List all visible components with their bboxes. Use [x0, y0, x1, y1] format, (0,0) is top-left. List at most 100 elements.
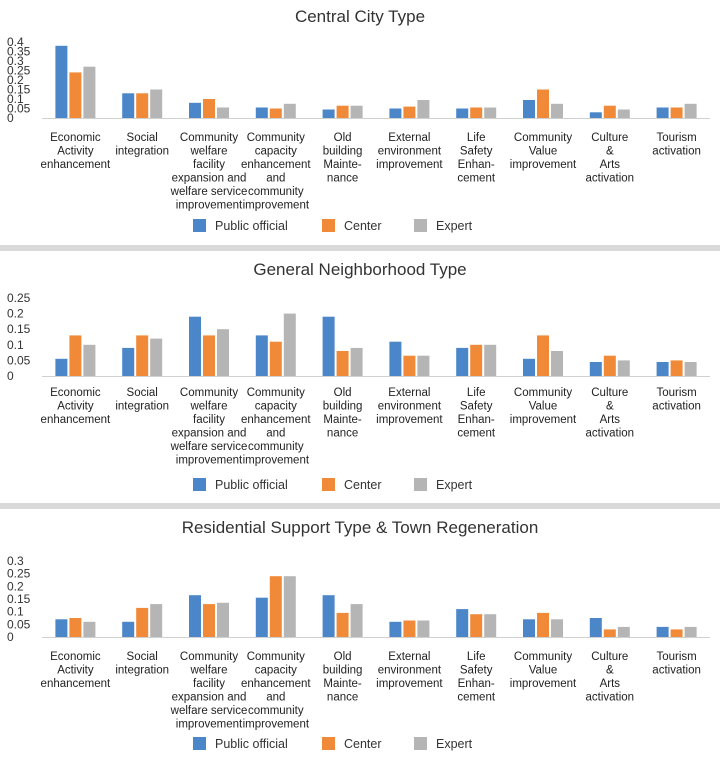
bar-center-3: [203, 335, 215, 376]
bar-public-official-8: [523, 619, 535, 637]
y-tick-label: 0.2: [7, 579, 24, 593]
chart-divider: [0, 503, 720, 509]
category-label-line: improvement: [243, 200, 310, 212]
category-label-line: Life: [467, 387, 486, 399]
y-tick-label: 0.3: [7, 54, 24, 68]
category-label-line: activation: [652, 665, 701, 677]
category-label-line: Arts: [600, 159, 621, 171]
category-label-8: Community Value improvement: [510, 132, 577, 171]
category-label-line: Mainte-: [323, 414, 362, 426]
bar-public-official-3: [189, 102, 201, 118]
bar-expert-1: [83, 66, 96, 118]
category-label-line: Community: [514, 651, 572, 663]
chart-central-city-svg: Central City Type00.050.10.150.20.250.30…: [7, 7, 710, 233]
category-label-line: External: [388, 387, 430, 399]
category-label-line: Activity: [57, 146, 94, 158]
category-label-1: Economic Activity enhancement: [41, 132, 111, 171]
category-label-line: cement: [457, 173, 496, 185]
bar-expert-7: [484, 344, 497, 376]
category-label-line: environment: [378, 401, 442, 413]
category-label-line: improvement: [510, 159, 577, 171]
bar-expert-10: [684, 362, 697, 376]
bar-public-official-9: [589, 618, 602, 637]
bar-expert-2: [150, 604, 163, 637]
category-label-line: Safety: [460, 401, 493, 413]
category-label-line: Enhan-: [458, 414, 495, 426]
bar-public-official-10: [656, 362, 669, 376]
category-label-line: Community: [514, 387, 572, 399]
category-label-line: activation: [586, 428, 635, 440]
bar-center-6: [403, 620, 416, 637]
chart-central-city: Central City Type 0 0.05 0.1 0.15 0.2 0.25 0.3 0…: [0, 0, 720, 245]
legend-swatch-center: [322, 737, 335, 750]
category-label-2: Social integration: [115, 387, 169, 413]
legend-swatch-public-official: [193, 478, 206, 491]
category-label-line: Enhan-: [458, 159, 495, 171]
category-label-line: &: [606, 146, 614, 158]
category-label-line: Tourism: [656, 651, 696, 663]
category-label-line: community: [248, 441, 304, 453]
bar-public-official-9: [589, 112, 602, 118]
bar-expert-7: [484, 614, 497, 637]
category-label-line: activation: [586, 173, 635, 185]
category-label-line: improvement: [176, 200, 243, 212]
category-label-9: Culture & Arts activation: [586, 651, 635, 704]
category-label-line: Value: [529, 401, 558, 413]
category-label-line: cement: [457, 428, 496, 440]
chart-title: Residential Support Type & Town Regenera…: [182, 518, 539, 537]
bar-public-official-2: [122, 347, 135, 376]
bar-expert-3: [217, 107, 229, 118]
bar-public-official-10: [656, 107, 669, 118]
category-label-5: Old building Mainte-nance: [323, 651, 363, 704]
bar-expert-10: [684, 103, 697, 119]
y-tick-label: 0.05: [7, 102, 31, 116]
bar-expert-6: [417, 620, 430, 637]
bar-center-10: [670, 629, 683, 637]
category-label-line: Social: [127, 651, 158, 663]
bar-expert-8: [551, 619, 563, 637]
y-tick-label: 0: [7, 369, 14, 383]
bar-expert-6: [417, 355, 430, 376]
category-label-line: enhancement: [41, 159, 111, 171]
bar-expert-5: [350, 105, 363, 118]
bar-center-10: [670, 107, 683, 118]
category-label-line: Community: [514, 132, 572, 144]
y-tick-label: 0.25: [7, 291, 31, 305]
legend-label-public-official: Public official: [215, 737, 288, 751]
bar-public-official-7: [456, 108, 469, 118]
bar-center-2: [136, 607, 149, 637]
bar-expert-8: [551, 351, 563, 376]
bar-public-official-1: [55, 358, 68, 376]
category-label-line: improvement: [376, 414, 443, 426]
bar-center-5: [336, 351, 349, 376]
category-label-line: Community: [247, 387, 305, 399]
bar-expert-1: [83, 621, 96, 637]
bar-expert-8: [551, 103, 563, 119]
legend-label-center: Center: [344, 219, 382, 233]
category-label-8: Community Value improvement: [510, 651, 577, 690]
bar-center-8: [537, 612, 549, 637]
category-label-line: cement: [457, 692, 496, 704]
bar-public-official-3: [189, 595, 201, 637]
category-label-line: Value: [529, 665, 558, 677]
category-label-4: Community capacity enhancement and community…: [241, 387, 311, 467]
category-label-line: Old: [334, 651, 352, 663]
bar-expert-9: [617, 109, 630, 118]
category-label-line: environment: [378, 146, 442, 158]
chart-residential-support: Residential Support Type & Town Regenera…: [0, 509, 720, 764]
y-tick-label: 0.35: [7, 45, 31, 59]
category-label-line: welfare service: [170, 705, 248, 717]
bar-public-official-2: [122, 621, 135, 637]
bar-public-official-9: [589, 362, 602, 376]
category-label-line: and: [266, 428, 285, 440]
bar-public-official-2: [122, 93, 135, 118]
category-label-line: expansion and: [172, 692, 247, 704]
bar-center-4: [269, 576, 282, 637]
category-label-line: community: [248, 186, 304, 198]
category-label-line: Life: [467, 651, 486, 663]
y-tick-label: 0.1: [7, 605, 24, 619]
bar-public-official-3: [189, 316, 201, 376]
category-label-line: Culture: [591, 387, 628, 399]
bar-expert-3: [217, 602, 229, 637]
category-label-line: External: [388, 132, 430, 144]
